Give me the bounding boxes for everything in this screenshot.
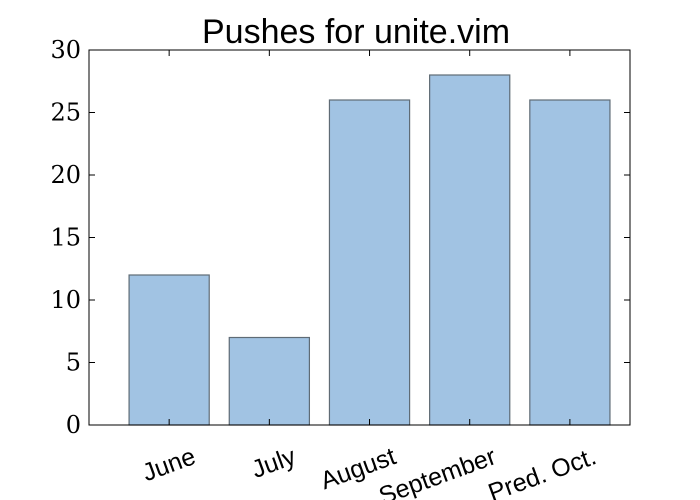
y-tick-label: 30	[50, 36, 81, 64]
chart-title: Pushes for unite.vim	[202, 13, 510, 51]
plot-frame	[88, 49, 631, 426]
y-tick-label: 0	[66, 411, 81, 439]
x-tick-label: Pred. Oct.	[485, 442, 600, 500]
bars-layer	[128, 74, 611, 426]
bar-september	[429, 74, 511, 426]
bar-june	[128, 274, 210, 426]
y-tick-label: 5	[66, 349, 81, 377]
y-tick-label: 20	[50, 161, 81, 189]
y-tick-label: 15	[50, 224, 81, 252]
y-tick-label: 10	[50, 286, 81, 314]
bar-august	[328, 99, 411, 426]
x-tick-label: June	[139, 442, 200, 487]
bar-july	[228, 336, 311, 426]
x-tick-label: September	[375, 442, 499, 500]
y-axis-ticks: 0 5 10 15 20 25 30	[50, 36, 630, 439]
y-tick-label: 25	[50, 99, 81, 127]
x-tick-label: July	[248, 442, 300, 484]
bar-pred-oct	[529, 99, 611, 426]
